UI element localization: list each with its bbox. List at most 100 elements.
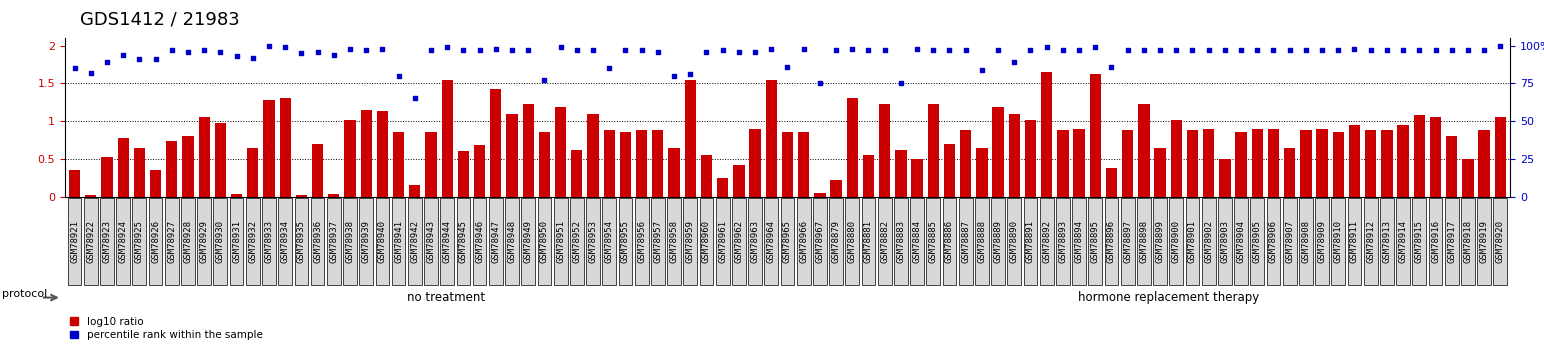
- Text: GSM78945: GSM78945: [459, 220, 468, 263]
- FancyBboxPatch shape: [425, 198, 438, 285]
- Text: GSM78958: GSM78958: [670, 220, 678, 263]
- Text: GSM78923: GSM78923: [102, 220, 111, 263]
- Bar: [361, 110, 372, 197]
- Text: GSM78933: GSM78933: [264, 220, 273, 263]
- Bar: [1008, 114, 1021, 197]
- Text: GSM78928: GSM78928: [184, 220, 193, 263]
- Point: [1050, 47, 1075, 53]
- Bar: [619, 132, 631, 197]
- Text: GSM78927: GSM78927: [167, 220, 176, 263]
- Bar: [409, 185, 420, 197]
- Point: [1099, 64, 1124, 69]
- Text: GSM78888: GSM78888: [977, 220, 987, 263]
- Text: GSM78963: GSM78963: [750, 220, 760, 263]
- Point: [1147, 47, 1172, 53]
- Text: GSM78883: GSM78883: [897, 220, 905, 263]
- FancyBboxPatch shape: [554, 198, 568, 285]
- FancyBboxPatch shape: [245, 198, 259, 285]
- FancyBboxPatch shape: [1153, 198, 1167, 285]
- Bar: [1073, 129, 1085, 197]
- Point: [1244, 47, 1269, 53]
- Bar: [85, 195, 96, 197]
- FancyBboxPatch shape: [1024, 198, 1038, 285]
- Bar: [506, 114, 517, 197]
- Bar: [701, 155, 712, 197]
- Bar: [1382, 130, 1393, 197]
- Text: GSM78909: GSM78909: [1317, 220, 1326, 263]
- Point: [435, 44, 460, 50]
- Bar: [1397, 125, 1408, 197]
- Text: GSM78935: GSM78935: [296, 220, 306, 263]
- FancyBboxPatch shape: [1104, 198, 1118, 285]
- Text: GSM78881: GSM78881: [865, 220, 872, 263]
- FancyBboxPatch shape: [1007, 198, 1021, 285]
- FancyBboxPatch shape: [1121, 198, 1135, 285]
- FancyBboxPatch shape: [1169, 198, 1183, 285]
- Point: [970, 67, 994, 72]
- Text: GSM78941: GSM78941: [394, 220, 403, 263]
- FancyBboxPatch shape: [522, 198, 536, 285]
- Point: [1229, 47, 1254, 53]
- Point: [144, 56, 168, 62]
- FancyBboxPatch shape: [457, 198, 471, 285]
- FancyBboxPatch shape: [1331, 198, 1345, 285]
- Bar: [1447, 136, 1458, 197]
- Text: GSM78898: GSM78898: [1139, 220, 1149, 263]
- Bar: [232, 194, 242, 197]
- Point: [985, 47, 1010, 53]
- FancyBboxPatch shape: [1136, 198, 1150, 285]
- Point: [1424, 47, 1448, 53]
- Bar: [1138, 105, 1150, 197]
- Bar: [781, 132, 794, 197]
- FancyBboxPatch shape: [846, 198, 858, 285]
- FancyBboxPatch shape: [829, 198, 843, 285]
- Bar: [489, 89, 502, 197]
- Point: [273, 44, 298, 50]
- FancyBboxPatch shape: [327, 198, 341, 285]
- FancyBboxPatch shape: [505, 198, 519, 285]
- Text: GSM78932: GSM78932: [249, 220, 258, 263]
- Text: GSM78922: GSM78922: [86, 220, 96, 263]
- FancyBboxPatch shape: [1283, 198, 1297, 285]
- Text: GSM78917: GSM78917: [1447, 220, 1456, 263]
- FancyBboxPatch shape: [1039, 198, 1053, 285]
- Text: GSM78936: GSM78936: [313, 220, 323, 263]
- Point: [598, 66, 622, 71]
- Text: GSM78900: GSM78900: [1172, 220, 1181, 263]
- FancyBboxPatch shape: [408, 198, 422, 285]
- Text: GSM78907: GSM78907: [1285, 220, 1294, 263]
- Text: GSM78943: GSM78943: [426, 220, 435, 263]
- Point: [176, 49, 201, 54]
- FancyBboxPatch shape: [1218, 198, 1232, 285]
- FancyBboxPatch shape: [472, 198, 486, 285]
- FancyBboxPatch shape: [684, 198, 698, 285]
- Point: [1407, 47, 1431, 53]
- Bar: [733, 165, 744, 197]
- Point: [1439, 47, 1464, 53]
- Bar: [474, 145, 485, 197]
- Text: GSM78916: GSM78916: [1431, 220, 1441, 263]
- FancyBboxPatch shape: [1396, 198, 1410, 285]
- Bar: [457, 151, 469, 197]
- Text: GSM78884: GSM78884: [913, 220, 922, 263]
- Text: GSM78961: GSM78961: [718, 220, 727, 263]
- FancyBboxPatch shape: [360, 198, 374, 285]
- Bar: [1220, 159, 1231, 197]
- FancyBboxPatch shape: [392, 198, 406, 285]
- Bar: [425, 132, 437, 197]
- FancyBboxPatch shape: [716, 198, 729, 285]
- Point: [1212, 47, 1237, 53]
- Point: [581, 47, 605, 53]
- Point: [613, 47, 638, 53]
- Bar: [1268, 129, 1278, 197]
- Text: GSM78931: GSM78931: [232, 220, 241, 263]
- FancyBboxPatch shape: [602, 198, 616, 285]
- FancyBboxPatch shape: [764, 198, 778, 285]
- Bar: [199, 117, 210, 197]
- Text: GSM78919: GSM78919: [1479, 220, 1488, 263]
- FancyBboxPatch shape: [537, 198, 551, 285]
- FancyBboxPatch shape: [909, 198, 923, 285]
- Bar: [329, 194, 340, 197]
- FancyBboxPatch shape: [1380, 198, 1394, 285]
- Bar: [69, 170, 80, 197]
